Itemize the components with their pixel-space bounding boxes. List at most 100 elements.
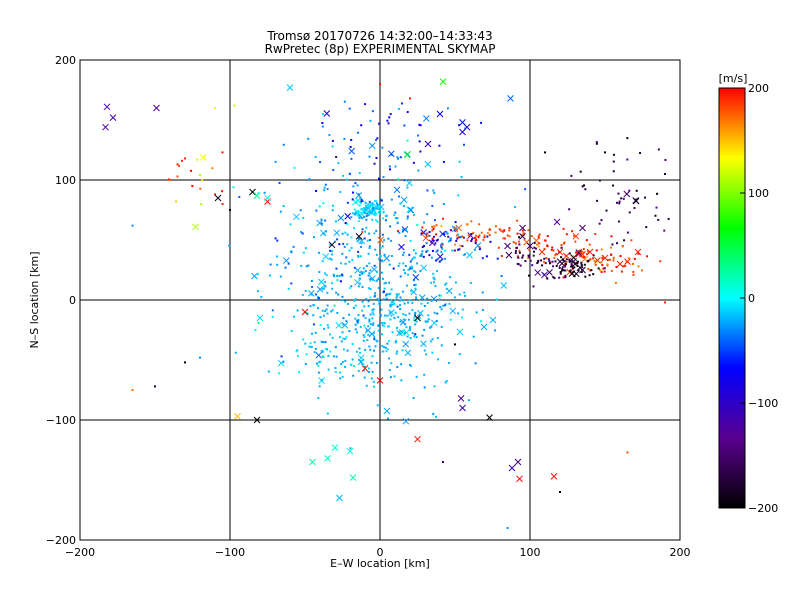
data-point-dot [358,238,361,241]
data-point-dot [462,236,465,239]
data-point-dot [342,323,345,326]
data-point-dot [394,165,397,168]
data-point-dot [257,192,260,195]
data-point-dot [368,232,371,235]
data-point-dot [376,340,379,343]
data-point-cross [534,269,542,276]
data-point-dot [544,262,547,265]
data-point-dot [472,335,475,338]
data-point-dot [321,122,324,125]
data-point-dot [369,209,372,212]
data-point-dot [346,222,349,225]
data-point-cross [572,232,580,240]
data-point-dot [595,249,598,252]
data-point-dot [318,361,321,364]
data-point-dot [333,240,336,243]
data-point-dot [467,234,470,237]
data-point-dot [346,233,349,236]
data-point-dot [361,285,364,288]
data-point-dot [405,284,408,287]
data-point-dot [376,404,379,407]
data-point-dot [340,363,343,366]
data-point-dot [371,355,374,358]
data-point-dot [342,348,345,351]
data-point-dot [379,212,382,215]
data-point-dot [399,156,402,159]
data-point-dot [413,316,416,319]
data-point-dot [564,269,567,272]
data-point-dot [481,308,484,311]
data-point-dot [580,271,583,274]
data-point-dot [440,308,443,311]
data-point-dot [375,200,378,203]
data-point-dot [354,213,357,216]
data-point-dot [444,303,447,306]
data-point-dot [319,360,322,363]
data-point-dot [370,203,373,206]
data-point-dot [478,248,481,251]
data-point-dot [383,322,386,325]
data-point-dot [383,324,386,327]
data-point-dot [397,178,400,181]
data-point-dot [376,220,379,223]
data-point-cross [519,233,526,240]
data-point-dot [551,246,554,249]
data-point-dot [428,234,431,237]
data-point-dot [387,325,390,328]
data-point-dot [402,318,405,321]
data-point-cross [256,314,264,322]
data-point-dot [338,274,341,277]
data-point-dot [462,253,465,256]
y-tick-label: −100 [46,414,76,427]
data-point-dot [587,250,590,253]
data-point-dot [369,269,372,272]
data-point-dot [372,206,375,209]
data-point-dot [325,274,328,277]
data-point-dot [477,236,480,239]
data-point-dot [564,276,567,279]
data-point-dot [394,211,397,214]
data-point-dot [382,321,385,324]
data-point-dot [516,255,519,258]
data-point-dot [572,267,575,270]
data-point-dot [268,274,271,277]
data-point-dot [595,141,598,144]
data-point-dot [342,337,345,340]
data-point-dot [571,230,574,233]
data-point-dot [423,373,426,376]
data-point-dot [559,272,562,275]
data-point-dot [442,203,445,206]
data-point-dot [442,304,445,307]
data-point-dot [378,209,381,212]
data-point-dot [289,223,292,226]
data-point-dot [324,280,327,283]
data-point-dot [413,319,416,322]
data-point-cross [328,241,336,249]
data-point-dot [563,242,566,245]
data-point-cross [337,214,345,222]
data-point-dot [345,335,348,338]
data-point-dot [394,217,397,220]
data-point-dot [588,243,591,246]
data-point-dot [431,237,434,240]
data-point-dot [551,260,554,263]
data-point-dot [458,353,461,356]
data-point-dot [391,331,394,334]
data-point-dot [408,299,411,302]
data-point-dot [317,307,320,310]
data-point-dot [375,219,378,222]
data-point-dot [340,340,343,343]
data-point-dot [414,313,417,316]
data-point-cross [500,282,508,289]
data-point-dot [573,266,576,269]
data-point-dot [403,124,406,127]
data-point-dot [357,285,360,288]
data-point-dot [390,300,393,303]
data-point-cross [109,114,117,121]
data-point-dot [458,160,461,163]
data-point-dot [302,251,305,254]
data-point-dot [548,262,551,265]
data-point-dot [343,137,346,140]
data-point-dot [369,277,372,280]
data-point-cross [519,224,526,232]
